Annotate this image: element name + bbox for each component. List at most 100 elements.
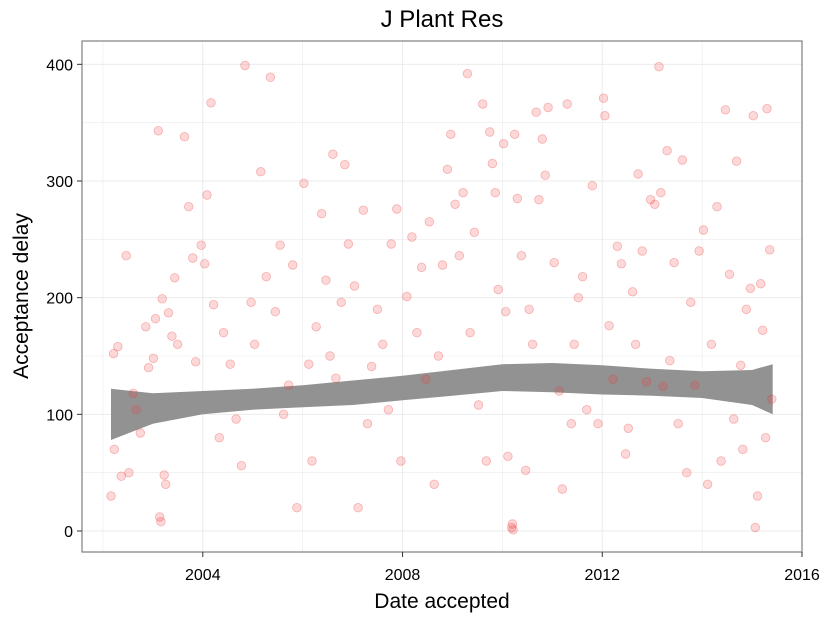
data-point <box>396 456 406 466</box>
data-point <box>265 72 276 82</box>
data-point <box>131 405 141 415</box>
data-point <box>490 187 501 198</box>
confidence-band <box>111 363 773 440</box>
data-point <box>481 456 492 466</box>
data-point <box>534 194 544 205</box>
data-point <box>577 272 588 282</box>
data-point <box>658 381 668 392</box>
data-point <box>487 158 498 169</box>
data-point <box>278 409 289 420</box>
data-point <box>724 269 735 280</box>
data-point <box>540 170 550 180</box>
data-point <box>202 190 212 200</box>
data-point <box>616 259 627 269</box>
data-point <box>758 325 768 336</box>
data-point <box>543 102 553 113</box>
data-point <box>353 503 363 513</box>
data-point <box>469 227 480 238</box>
data-point <box>261 272 272 282</box>
data-point <box>366 361 377 372</box>
data-point <box>429 479 439 490</box>
data-point <box>109 444 120 455</box>
data-point <box>686 297 696 308</box>
data-point <box>512 193 523 204</box>
data-point <box>623 423 634 434</box>
data-point <box>108 349 119 359</box>
data-point <box>299 178 309 189</box>
plot-border <box>81 40 803 553</box>
data-point <box>600 110 610 121</box>
data-point <box>208 300 219 310</box>
data-point <box>507 519 518 529</box>
data-point <box>507 522 517 533</box>
data-point <box>154 512 165 522</box>
data-point <box>256 166 266 177</box>
data-point <box>531 107 541 117</box>
data-point <box>106 491 116 501</box>
data-point <box>113 342 123 352</box>
confidence-band-area <box>111 363 773 440</box>
data-point <box>566 419 577 429</box>
data-point <box>190 357 201 367</box>
data-point <box>402 291 412 302</box>
data-point <box>458 187 468 198</box>
plot-panel <box>82 41 802 552</box>
data-point <box>407 232 417 242</box>
y-tick-label: 400 <box>46 57 73 74</box>
data-point <box>240 60 250 71</box>
data-point <box>416 262 427 273</box>
data-point <box>641 377 652 387</box>
data-point <box>292 503 302 513</box>
data-point <box>682 468 692 478</box>
data-point <box>706 339 717 350</box>
data-point <box>516 250 527 261</box>
data-point <box>311 322 321 332</box>
data-point <box>503 451 513 462</box>
data-point <box>645 194 656 205</box>
data-point <box>372 304 383 315</box>
data-point <box>236 461 247 471</box>
data-point <box>656 187 666 198</box>
data-point <box>748 110 759 121</box>
data-point <box>554 386 564 396</box>
data-point <box>378 339 388 350</box>
y-tick-label: 0 <box>64 524 73 541</box>
data-point <box>392 204 402 214</box>
data-point <box>752 491 763 501</box>
data-point <box>156 517 166 527</box>
data-point <box>196 240 206 250</box>
data-point <box>562 99 572 109</box>
data-point <box>153 126 164 136</box>
data-point <box>307 456 317 466</box>
y-tick-label: 300 <box>46 174 73 191</box>
data-point <box>270 307 281 317</box>
data-point <box>331 373 341 383</box>
data-point <box>159 470 169 480</box>
data-point <box>473 400 484 410</box>
data-point <box>116 471 127 481</box>
data-point <box>741 304 752 315</box>
data-point <box>163 308 174 318</box>
x-tick-label: 2016 <box>784 567 820 584</box>
data-point <box>501 307 511 317</box>
data-point <box>304 359 314 369</box>
data-point <box>736 360 746 371</box>
data-point <box>157 294 167 304</box>
data-point <box>569 339 579 350</box>
data-point <box>288 260 298 270</box>
data-point <box>608 374 618 385</box>
data-point <box>121 250 131 261</box>
data-point <box>150 314 161 324</box>
data-point <box>437 260 448 270</box>
data-point <box>167 331 177 341</box>
data-point <box>249 339 260 350</box>
data-point <box>690 380 700 390</box>
data-point <box>225 359 235 369</box>
data-point <box>729 414 739 424</box>
data-point <box>587 180 598 191</box>
data-point <box>386 239 396 249</box>
data-point <box>170 273 180 283</box>
data-point <box>214 433 225 443</box>
data-point <box>731 156 742 166</box>
data-point <box>383 405 394 415</box>
